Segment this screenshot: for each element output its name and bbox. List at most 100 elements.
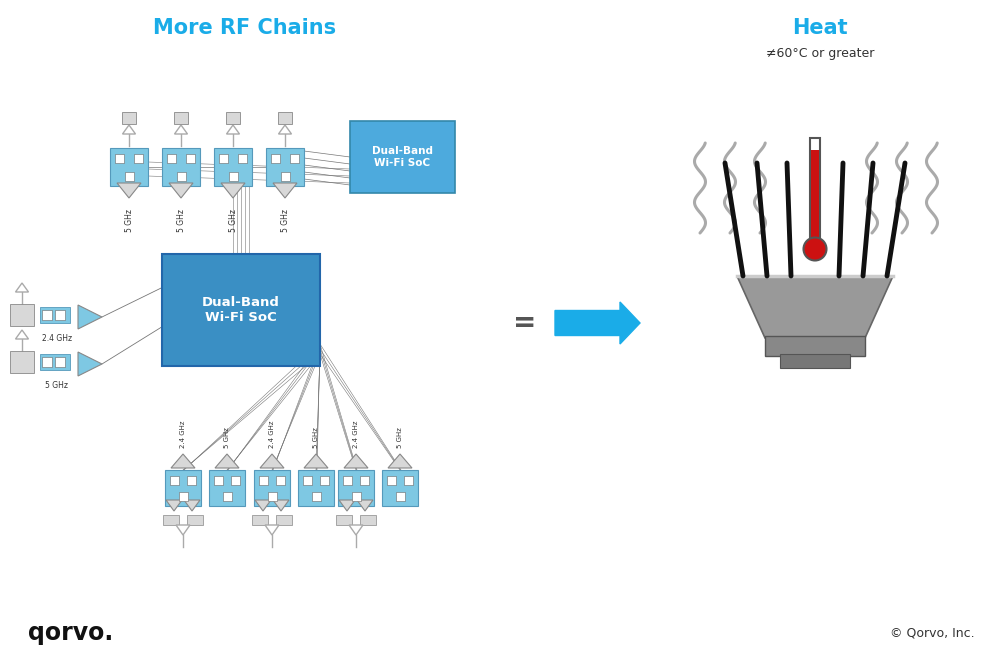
Polygon shape	[260, 454, 284, 468]
Bar	[170, 476, 179, 485]
Bar	[214, 148, 252, 186]
Bar	[115, 154, 124, 163]
Bar	[222, 492, 232, 501]
Bar	[10, 351, 34, 373]
Text: More RF Chains: More RF Chains	[153, 18, 337, 38]
Text: 5 GHz: 5 GHz	[176, 209, 186, 232]
Polygon shape	[304, 454, 328, 468]
Bar	[254, 470, 290, 506]
Bar	[228, 172, 238, 181]
Polygon shape	[16, 283, 29, 292]
Polygon shape	[273, 500, 289, 511]
Polygon shape	[221, 183, 245, 198]
Bar	[187, 476, 196, 485]
Bar	[178, 492, 188, 501]
Bar	[387, 476, 396, 485]
Bar	[320, 476, 329, 485]
Bar	[303, 476, 312, 485]
Bar	[214, 476, 223, 485]
Bar	[780, 354, 850, 368]
Polygon shape	[117, 183, 141, 198]
Polygon shape	[339, 500, 355, 511]
Bar	[55, 357, 65, 367]
Bar	[231, 476, 240, 485]
Bar	[163, 515, 179, 525]
Bar	[278, 112, 292, 124]
Text: 5 GHz: 5 GHz	[224, 427, 230, 448]
Bar	[209, 470, 245, 506]
Text: ≠60°C or greater: ≠60°C or greater	[766, 47, 874, 59]
Bar	[122, 112, 136, 124]
Bar	[42, 357, 52, 367]
Polygon shape	[169, 183, 193, 198]
Bar	[811, 150, 819, 247]
Bar	[252, 515, 268, 525]
Polygon shape	[175, 125, 188, 134]
Polygon shape	[215, 454, 239, 468]
Bar	[268, 492, 276, 501]
Bar	[810, 138, 820, 248]
Bar	[280, 172, 290, 181]
Text: Dual-Band
Wi-Fi SoC: Dual-Band Wi-Fi SoC	[202, 296, 280, 324]
Bar	[167, 154, 176, 163]
Polygon shape	[273, 183, 297, 198]
Polygon shape	[265, 525, 279, 535]
Bar	[298, 470, 334, 506]
Text: 2.4 GHz: 2.4 GHz	[42, 334, 72, 343]
Bar	[336, 515, 352, 525]
Text: 2.4 GHz: 2.4 GHz	[269, 420, 275, 448]
Text: 5 GHz: 5 GHz	[397, 427, 403, 448]
Text: Dual-Band
Wi-Fi SoC: Dual-Band Wi-Fi SoC	[372, 146, 433, 168]
Bar	[271, 154, 280, 163]
Bar	[404, 476, 413, 485]
Bar	[765, 336, 865, 356]
Polygon shape	[123, 125, 136, 134]
Bar	[40, 307, 70, 323]
Polygon shape	[737, 276, 893, 338]
Polygon shape	[344, 454, 368, 468]
Bar	[343, 476, 352, 485]
Bar	[350, 121, 455, 193]
Bar	[382, 470, 418, 506]
Text: 2.4 GHz: 2.4 GHz	[353, 420, 359, 448]
Text: 5 GHz: 5 GHz	[45, 381, 68, 390]
Text: 5 GHz: 5 GHz	[124, 209, 134, 232]
Polygon shape	[78, 305, 102, 329]
Bar	[42, 310, 52, 320]
Bar	[162, 148, 200, 186]
Bar	[276, 476, 285, 485]
Polygon shape	[349, 525, 363, 535]
Bar	[110, 148, 148, 186]
Bar	[162, 254, 320, 366]
Text: 2.4 GHz: 2.4 GHz	[180, 420, 186, 448]
Bar	[186, 154, 195, 163]
Text: Heat: Heat	[792, 18, 848, 38]
Bar	[396, 492, 404, 501]
Bar	[338, 470, 374, 506]
Bar	[312, 492, 320, 501]
Polygon shape	[176, 525, 190, 535]
Bar	[55, 310, 65, 320]
Bar	[352, 492, 360, 501]
Polygon shape	[255, 500, 271, 511]
Polygon shape	[278, 125, 292, 134]
Bar	[226, 112, 240, 124]
Polygon shape	[171, 454, 195, 468]
Bar	[266, 148, 304, 186]
Bar	[125, 172, 134, 181]
Bar	[174, 112, 188, 124]
Text: qorvo.: qorvo.	[28, 621, 113, 645]
Circle shape	[804, 238, 826, 261]
Bar	[187, 515, 203, 525]
Polygon shape	[226, 125, 240, 134]
Polygon shape	[16, 330, 29, 339]
Bar	[276, 515, 292, 525]
Bar	[360, 476, 369, 485]
Polygon shape	[166, 500, 182, 511]
Bar	[10, 304, 34, 326]
Polygon shape	[184, 500, 200, 511]
Polygon shape	[388, 454, 412, 468]
Text: © Qorvo, Inc.: © Qorvo, Inc.	[890, 626, 975, 640]
Polygon shape	[78, 352, 102, 376]
Text: 5 GHz: 5 GHz	[228, 209, 238, 232]
